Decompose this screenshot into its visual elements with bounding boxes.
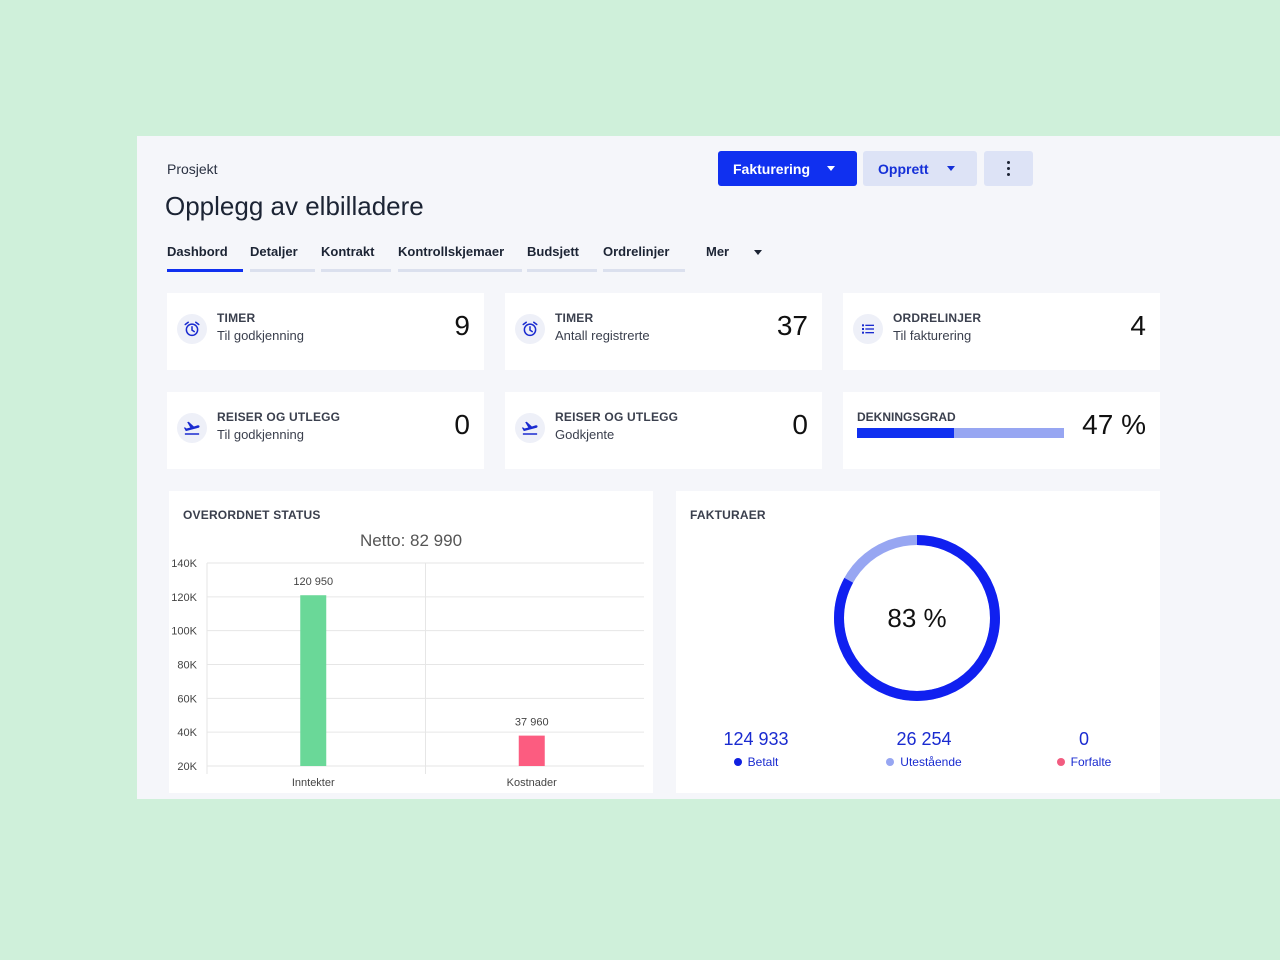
kpi-label: ORDRELINJER [893,311,982,325]
kpi-card-travel-approval[interactable]: REISER OG UTLEGG Til godkjenning 0 [167,392,484,469]
invoicing-button-label: Fakturering [733,160,811,177]
kebab-menu-icon [1007,161,1010,176]
invoices-donut-chart: 83 % [834,535,1000,701]
kpi-label: REISER OG UTLEGG [217,410,341,424]
tab-kontrollskjemaer[interactable]: Kontrollskjemaer [398,244,522,272]
y-tick-label: 100K [171,626,197,638]
y-tick-label: 40K [177,727,197,739]
create-button-label: Opprett [878,160,929,177]
legend-label: Forfalte [1070,755,1112,769]
donut-center-value: 83 % [887,603,946,633]
kpi-value: 37 [776,310,808,341]
kpi-sublabel: Til godkjenning [217,427,304,442]
bar-value-label: 120 950 [293,576,333,588]
legend-dot [886,758,895,766]
bar-chart: 20K 40K 60K 80K 100K 120K 140K 120 950 Inntekter… [171,558,644,789]
page-title: Opplegg av elbilladere [165,191,424,221]
invoicing-dropdown-button[interactable]: Fakturering [718,151,857,186]
kpi-sublabel: Antall registrerte [555,328,650,343]
coverage-value: 47 % [1082,409,1146,440]
flight-takeoff-icon [515,413,545,443]
create-dropdown-button[interactable]: Opprett [863,151,977,186]
bar-kostnader[interactable] [518,735,545,766]
legend-dot [1056,758,1065,766]
legend-paid[interactable]: 124 933 Betalt [696,729,816,769]
kpi-card-coverage[interactable]: DEKNINGSGRAD 47 % [843,392,1160,469]
kpi-label: TIMER [217,311,256,325]
alarm-clock-icon [177,314,207,344]
breadcrumb[interactable]: Prosjekt [167,161,218,177]
tab-budsjett[interactable]: Budsjett [527,244,597,272]
invoices-card: FAKTURAER 83 % 124 933 Betalt 26 254 Ute… [676,491,1160,793]
y-tick-label: 120K [171,592,197,604]
section-title: FAKTURAER [690,508,766,522]
bar-value-label: 37 960 [515,717,549,729]
kpi-label: REISER OG UTLEGG [555,410,679,424]
legend-value: 26 254 [896,729,952,749]
coverage-progress-bar [857,428,1064,438]
alarm-clock-icon [515,314,545,344]
legend-overdue[interactable]: 0 Forfalte [1034,729,1134,769]
kpi-card-travel-approved[interactable]: REISER OG UTLEGG Godkjente 0 [505,392,822,469]
legend-value: 0 [1078,729,1089,749]
legend-label: Utestående [900,755,962,769]
project-dashboard-panel: Prosjekt Opplegg av elbilladere Fakturer… [137,136,1280,799]
kpi-value: 0 [454,409,470,440]
legend-label: Betalt [747,755,779,769]
y-tick-label: 20K [177,761,197,773]
kpi-card-hours-approval[interactable]: TIMER Til godkjenning 9 [167,293,484,370]
x-category-label: Inntekter [292,777,335,789]
tab-ordrelinjer[interactable]: Ordrelinjer [603,244,685,272]
kpi-sublabel: Til fakturering [893,328,972,343]
status-chart-card: OVERORDNET STATUS Netto: 82 990 20K 40K 60… [169,491,653,793]
section-title: OVERORDNET STATUS [183,508,321,522]
more-actions-button[interactable] [984,151,1033,186]
y-tick-label: 80K [177,660,197,672]
coverage-progress-fill [857,428,955,438]
kpi-value: 4 [1130,310,1146,341]
chevron-down-icon [947,166,955,171]
chevron-down-icon [754,250,762,255]
tab-more-label: Mer [706,244,730,259]
kpi-sublabel: Godkjente [555,427,615,442]
tab-dashbord[interactable]: Dashbord [167,244,243,272]
y-tick-label: 140K [171,558,197,570]
kpi-sublabel: Til godkjenning [217,328,304,343]
flight-takeoff-icon [177,413,207,443]
kpi-value: 0 [792,409,808,440]
y-tick-label: 60K [177,693,197,705]
kpi-card-hours-registered[interactable]: TIMER Antall registrerte 37 [505,293,822,370]
chart-title: Netto: 82 990 [359,531,463,550]
list-icon [853,314,883,344]
kpi-value: 9 [454,310,470,341]
tab-kontrakt[interactable]: Kontrakt [321,244,391,272]
kpi-label: TIMER [555,311,594,325]
tab-more-dropdown[interactable]: Mer [706,244,766,259]
coverage-label: DEKNINGSGRAD [857,410,956,424]
x-category-label: Kostnader [507,777,557,789]
legend-outstanding[interactable]: 26 254 Utestående [859,729,989,769]
legend-value: 124 933 [723,729,789,749]
kpi-card-order-lines[interactable]: ORDRELINJER Til fakturering 4 [843,293,1160,370]
chevron-down-icon [827,166,835,171]
bar-inntekter[interactable] [300,595,327,766]
donut-main-segment[interactable] [834,535,1000,701]
tab-detaljer[interactable]: Detaljer [250,244,315,272]
legend-dot [733,758,742,766]
